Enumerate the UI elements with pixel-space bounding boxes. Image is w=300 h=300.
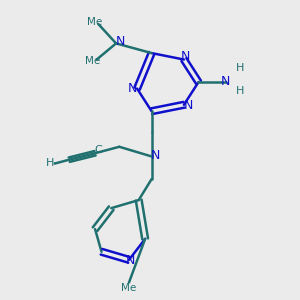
Text: ·: · xyxy=(53,157,57,170)
Text: Me: Me xyxy=(122,283,136,293)
Text: N: N xyxy=(116,35,125,48)
Text: H: H xyxy=(236,63,244,73)
Text: Me: Me xyxy=(87,17,102,27)
Text: N: N xyxy=(220,75,230,88)
Text: N: N xyxy=(151,149,160,162)
Text: H: H xyxy=(236,86,244,96)
Text: Me: Me xyxy=(85,56,100,66)
Text: C: C xyxy=(94,145,102,155)
Text: H: H xyxy=(46,158,54,168)
Text: N: N xyxy=(183,99,193,112)
Text: N: N xyxy=(181,50,190,63)
Text: N: N xyxy=(126,254,135,267)
Text: N: N xyxy=(128,82,138,95)
